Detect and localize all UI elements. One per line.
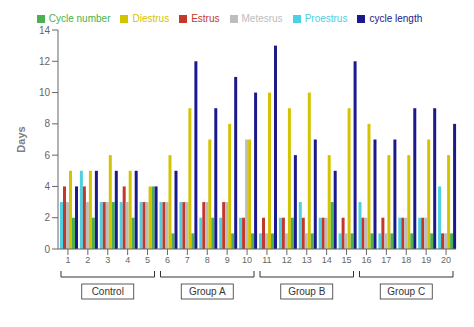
svg-text:14: 14: [322, 255, 332, 265]
svg-text:4: 4: [44, 181, 50, 192]
html-text:Metesrus: Metesrus: [241, 13, 283, 24]
html-text:Estrus: Estrus: [191, 13, 220, 24]
html-text:Diestrus: Diestrus: [132, 13, 170, 24]
svg-text:0: 0: [44, 244, 50, 255]
svg-text:15: 15: [342, 255, 352, 265]
svg-text:18: 18: [401, 255, 411, 265]
svg-text:2: 2: [85, 255, 90, 265]
svg-text:8: 8: [205, 255, 210, 265]
svg-text:20: 20: [441, 255, 451, 265]
svg-text:1: 1: [65, 255, 70, 265]
svg-text:6: 6: [165, 255, 170, 265]
svg-text:Group C: Group C: [387, 286, 425, 297]
html-text:Proestrus: Proestrus: [304, 13, 348, 24]
svg-text:Control: Control: [92, 286, 124, 297]
svg-text:2: 2: [44, 212, 50, 223]
svg-text:Group A: Group A: [189, 286, 226, 297]
svg-text:7: 7: [185, 255, 190, 265]
svg-text:19: 19: [421, 255, 431, 265]
svg-text:Days: Days: [15, 126, 27, 152]
svg-text:13: 13: [302, 255, 312, 265]
svg-text:12: 12: [282, 255, 292, 265]
html-text:Cycle number: Cycle number: [48, 13, 111, 24]
svg-text:8: 8: [44, 118, 50, 129]
svg-text:9: 9: [225, 255, 230, 265]
svg-text:10: 10: [242, 255, 252, 265]
svg-text:14: 14: [39, 25, 51, 36]
svg-text:Group B: Group B: [288, 286, 326, 297]
svg-text:16: 16: [361, 255, 371, 265]
svg-text:17: 17: [381, 255, 391, 265]
svg-text:5: 5: [145, 255, 150, 265]
svg-text:11: 11: [262, 255, 271, 265]
svg-text:4: 4: [125, 255, 130, 265]
svg-text:3: 3: [105, 255, 110, 265]
html-text:cycle length: cycle length: [369, 13, 423, 24]
svg-text:10: 10: [39, 87, 51, 98]
svg-text:6: 6: [44, 150, 50, 161]
svg-text:12: 12: [39, 56, 51, 67]
